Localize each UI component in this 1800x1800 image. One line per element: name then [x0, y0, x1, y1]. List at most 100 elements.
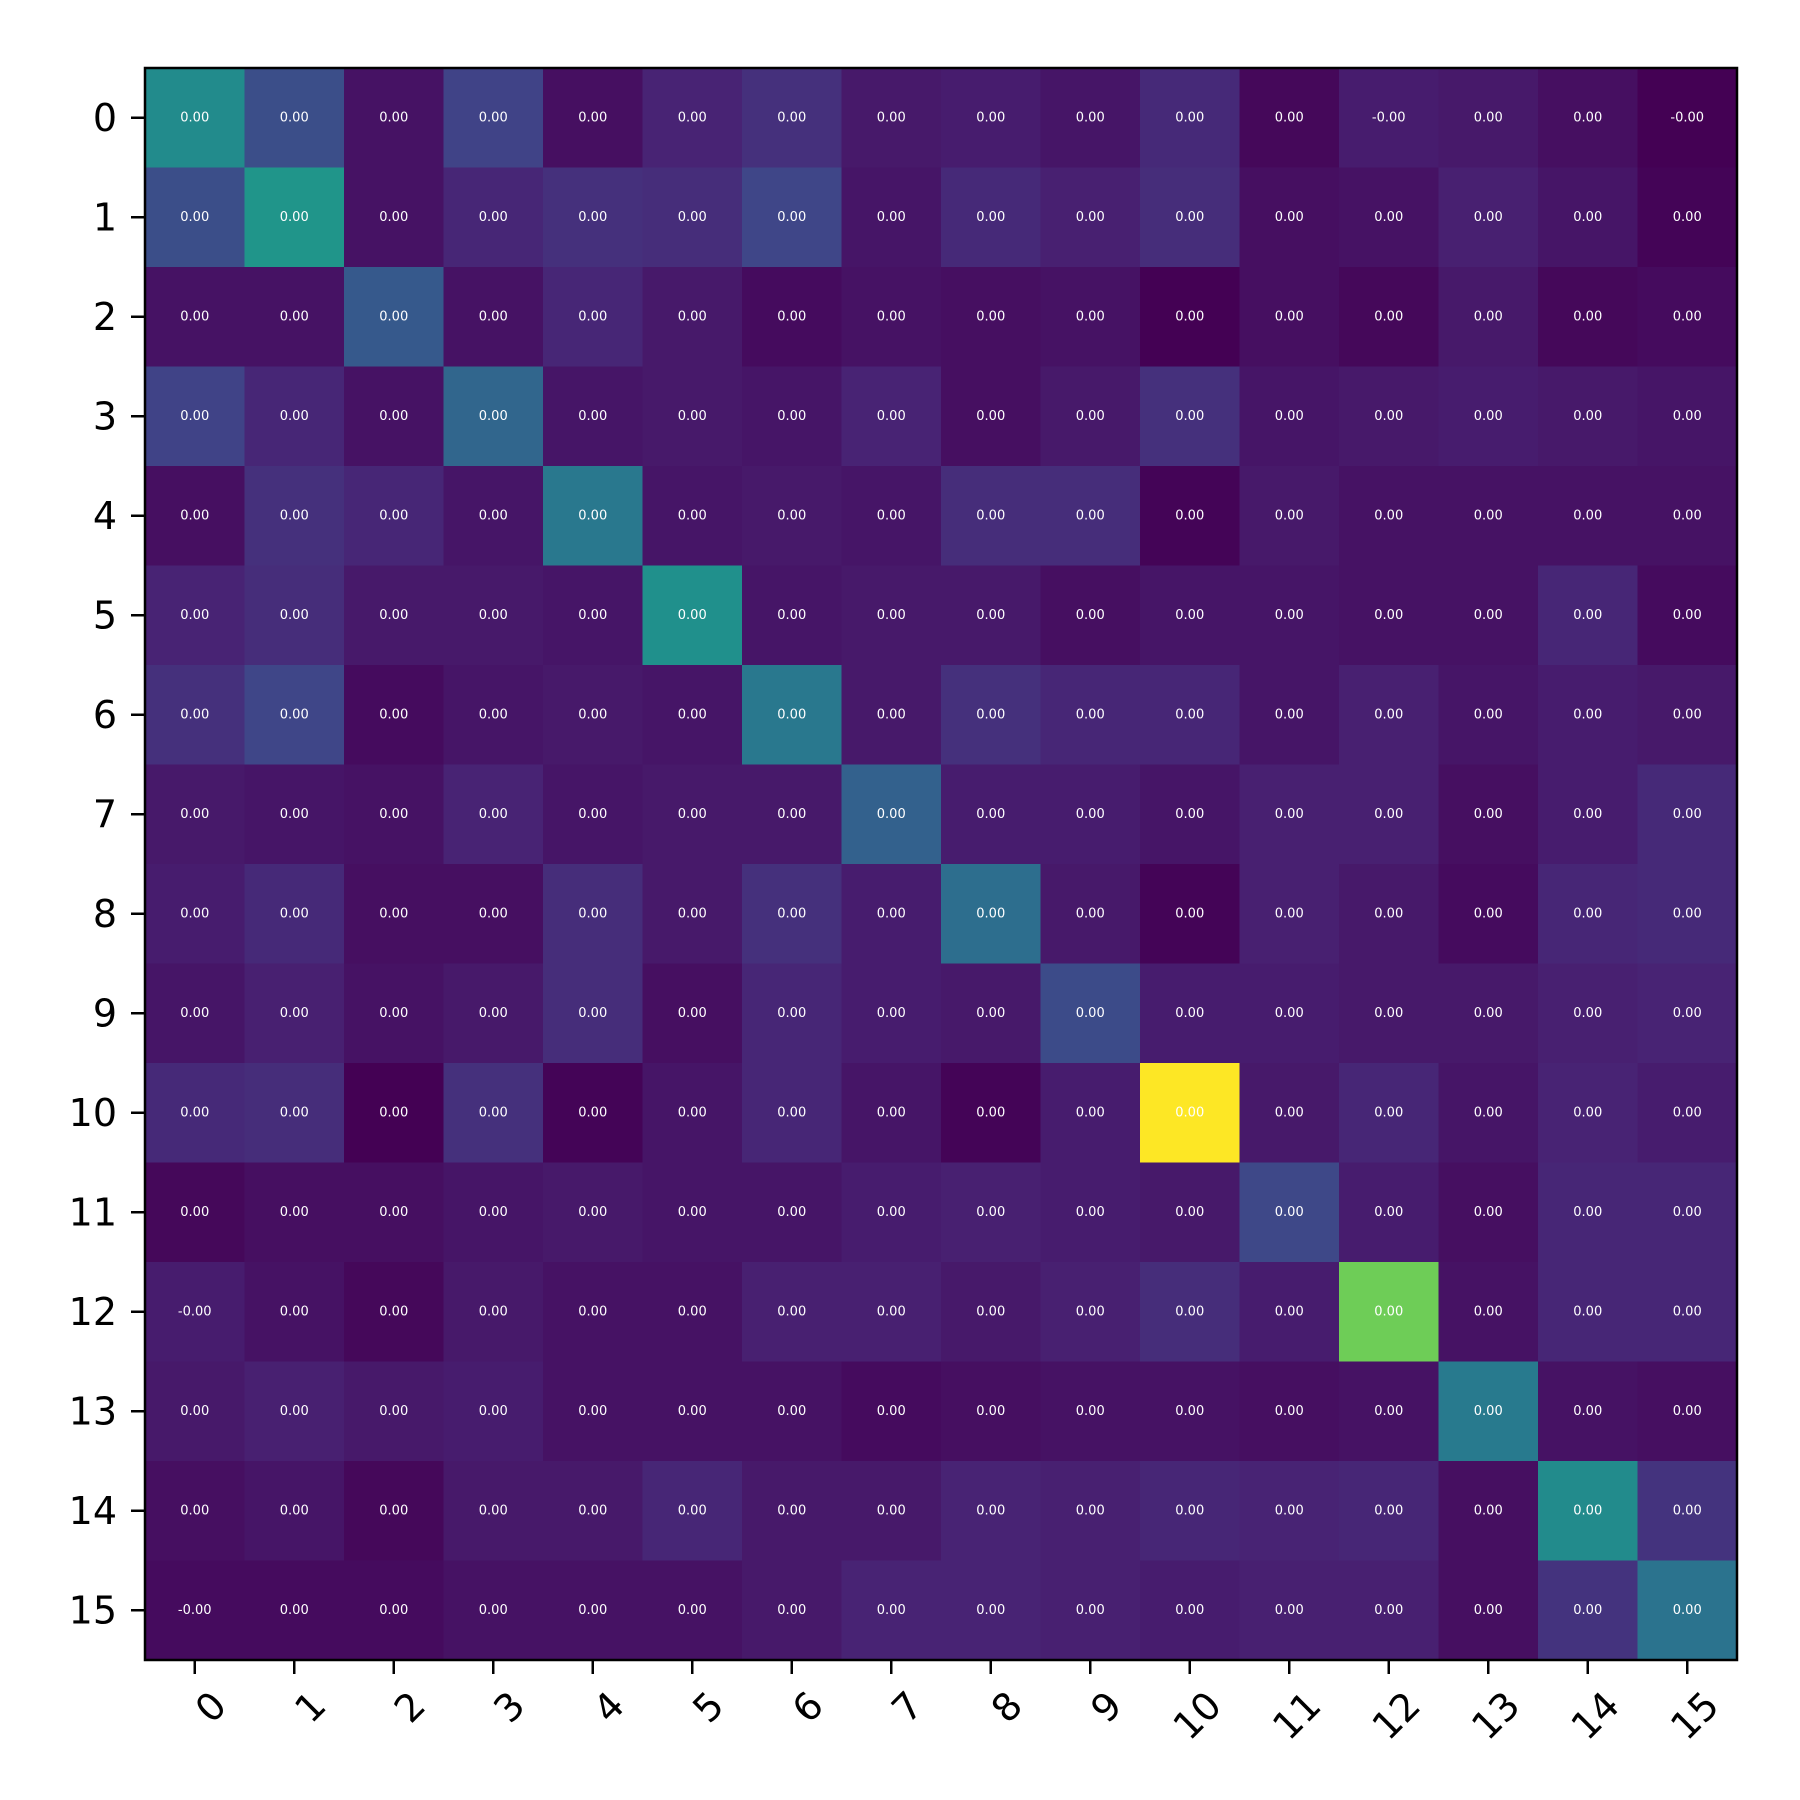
cell-value-label-13-13: 0.00: [1474, 1404, 1503, 1419]
cell-value-label-13-8: 0.00: [976, 1404, 1005, 1419]
heatmap-cell-3-13: [1438, 366, 1539, 467]
heatmap-cell-10-3: [443, 1063, 544, 1164]
cell-value-label-11-15: 0.00: [1673, 1205, 1702, 1220]
cell-value-label-4-3: 0.00: [479, 508, 508, 523]
cell-value-label-10-1: 0.00: [280, 1105, 309, 1120]
heatmap-cell-14-3: [443, 1461, 544, 1562]
heatmap-cell-6-0: [145, 665, 246, 766]
heatmap-cell-5-8: [941, 565, 1042, 666]
cell-value-label-11-3: 0.00: [479, 1205, 508, 1220]
cell-value-label-10-4: 0.00: [578, 1105, 607, 1120]
cell-value-label-15-1: 0.00: [280, 1603, 309, 1618]
cell-value-label-12-0: -0.00: [178, 1304, 212, 1319]
cell-value-label-10-8: 0.00: [976, 1105, 1005, 1120]
cell-value-label-2-6: 0.00: [777, 309, 806, 324]
cell-value-label-11-6: 0.00: [777, 1205, 806, 1220]
heatmap-cell-15-0: [145, 1560, 246, 1661]
heatmap-cell-5-6: [742, 565, 843, 666]
heatmap-cell-15-3: [443, 1560, 544, 1661]
cell-value-label-5-10: 0.00: [1175, 608, 1204, 623]
cell-value-label-12-9: 0.00: [1076, 1304, 1105, 1319]
cell-value-label-5-4: 0.00: [578, 608, 607, 623]
cell-value-label-13-6: 0.00: [777, 1404, 806, 1419]
heatmap-cell-6-7: [841, 665, 942, 766]
cell-value-label-13-7: 0.00: [877, 1404, 906, 1419]
cell-value-label-1-8: 0.00: [976, 210, 1005, 225]
cell-value-label-14-2: 0.00: [379, 1503, 408, 1518]
heatmap-cell-12-7: [841, 1262, 942, 1363]
heatmap-cell-13-4: [543, 1361, 644, 1462]
cell-value-label-9-7: 0.00: [877, 1006, 906, 1021]
cell-value-label-4-11: 0.00: [1275, 508, 1304, 523]
cell-value-label-5-5: 0.00: [678, 608, 707, 623]
heatmap-cell-15-11: [1239, 1560, 1340, 1661]
cell-value-label-12-13: 0.00: [1474, 1304, 1503, 1319]
heatmap-cell-13-3: [443, 1361, 544, 1462]
cell-value-label-9-6: 0.00: [777, 1006, 806, 1021]
cell-value-label-4-5: 0.00: [678, 508, 707, 523]
cell-value-label-6-1: 0.00: [280, 707, 309, 722]
cell-value-label-7-9: 0.00: [1076, 807, 1105, 822]
heatmap-cell-8-14: [1538, 864, 1639, 965]
heatmap-cell-0-13: [1438, 68, 1539, 169]
cell-value-label-12-3: 0.00: [479, 1304, 508, 1319]
heatmap-cell-2-9: [1040, 267, 1141, 368]
cell-value-label-7-7: 0.00: [877, 807, 906, 822]
heatmap-cell-5-14: [1538, 565, 1639, 666]
heatmap-cell-1-7: [841, 167, 942, 268]
x-tick-label-13: 13: [1463, 1683, 1528, 1748]
heatmap-cell-5-7: [841, 565, 942, 666]
cell-value-label-12-15: 0.00: [1673, 1304, 1702, 1319]
cell-value-label-14-9: 0.00: [1076, 1503, 1105, 1518]
heatmap-cell-2-11: [1239, 267, 1340, 368]
cell-value-label-1-14: 0.00: [1573, 210, 1602, 225]
x-tick-label-3: 3: [485, 1683, 533, 1731]
x-tick-label-10: 10: [1165, 1683, 1230, 1748]
heatmap-cell-14-6: [742, 1461, 843, 1562]
cell-value-label-10-9: 0.00: [1076, 1105, 1105, 1120]
cell-value-label-1-2: 0.00: [379, 210, 408, 225]
heatmap-cell-13-8: [941, 1361, 1042, 1462]
cell-value-label-9-8: 0.00: [976, 1006, 1005, 1021]
cell-value-label-6-9: 0.00: [1076, 707, 1105, 722]
y-tick-label-10: 10: [69, 1091, 117, 1135]
cell-value-label-13-10: 0.00: [1175, 1404, 1204, 1419]
cell-value-label-1-13: 0.00: [1474, 210, 1503, 225]
heatmap-cell-3-7: [841, 366, 942, 467]
cell-value-label-4-2: 0.00: [379, 508, 408, 523]
heatmap-cell-10-2: [344, 1063, 445, 1164]
heatmap-cell-7-15: [1637, 764, 1738, 865]
heatmap-cell-7-1: [244, 764, 345, 865]
heatmap-cell-11-15: [1637, 1162, 1738, 1263]
heatmap-cell-13-13: [1438, 1361, 1539, 1462]
heatmap-cell-0-5: [642, 68, 743, 169]
heatmap-cell-0-10: [1140, 68, 1241, 169]
cell-value-label-11-4: 0.00: [578, 1205, 607, 1220]
heatmap-cell-3-3: [443, 366, 544, 467]
heatmap-cell-1-1: [244, 167, 345, 268]
heatmap-cell-10-7: [841, 1063, 942, 1164]
heatmap-cell-12-3: [443, 1262, 544, 1363]
heatmap-cell-14-7: [841, 1461, 942, 1562]
cell-value-label-7-12: 0.00: [1374, 807, 1403, 822]
heatmap-cell-9-2: [344, 963, 445, 1064]
y-tick-label-3: 3: [93, 394, 117, 438]
heatmap-cell-7-6: [742, 764, 843, 865]
heatmap-cell-5-5: [642, 565, 743, 666]
heatmap-cell-3-6: [742, 366, 843, 467]
heatmap-cell-3-0: [145, 366, 246, 467]
heatmap-cell-11-11: [1239, 1162, 1340, 1263]
heatmap-cell-0-9: [1040, 68, 1141, 169]
x-tick-label-12: 12: [1364, 1683, 1429, 1748]
heatmap-cell-0-11: [1239, 68, 1340, 169]
heatmap-cell-5-15: [1637, 565, 1738, 666]
cell-value-label-14-14: 0.00: [1573, 1503, 1602, 1518]
heatmap-cell-1-3: [443, 167, 544, 268]
heatmap-cell-7-8: [941, 764, 1042, 865]
cell-value-label-0-14: 0.00: [1573, 110, 1602, 125]
heatmap-cell-10-0: [145, 1063, 246, 1164]
heatmap-cell-9-1: [244, 963, 345, 1064]
heatmap-cell-3-12: [1339, 366, 1440, 467]
heatmap-cell-1-13: [1438, 167, 1539, 268]
cell-value-label-4-0: 0.00: [180, 508, 209, 523]
